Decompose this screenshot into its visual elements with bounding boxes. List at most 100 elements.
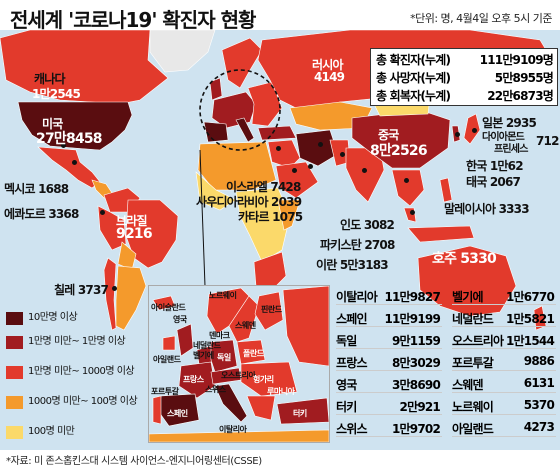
inset-france [178, 361, 216, 399]
inset-italy [214, 383, 248, 423]
japan-dot [472, 128, 477, 133]
label-chile: 칠레 3737 [54, 283, 109, 297]
west-europe-shape [211, 91, 257, 129]
inset-label-norway: 노르웨이 [209, 291, 237, 300]
inset-label-denmark: 덴마크 [209, 331, 230, 340]
legend-label: 10만명 이상 [28, 312, 78, 323]
argentina-shape [115, 265, 147, 331]
table-row: 독일 9만1159 [336, 330, 442, 349]
legend-swatch [6, 396, 23, 409]
europe-inset-map: 아이슬란드 노르웨이 핀란드 스웨덴 영국 덴마크 네덜란드 벨기에 아일랜드 … [148, 285, 330, 443]
malaysia-dot [410, 210, 415, 215]
chile-dot [112, 286, 117, 291]
inset-label-belgium: 벨기에 [193, 351, 214, 360]
label-usa-value: 27만8458 [36, 131, 103, 147]
europe-inset-svg [149, 286, 329, 442]
table-country: 스위스 [336, 422, 368, 436]
table-row: 포르투갈 9886 [452, 352, 556, 371]
inset-portugal [152, 395, 162, 425]
sea-shape [391, 169, 425, 207]
qatar-dot [308, 164, 313, 169]
table-row: 영국 3만8690 [336, 374, 442, 393]
table-row: 스웨덴 6131 [452, 374, 556, 393]
inset-poland [236, 339, 266, 365]
legend-label: 1만명 미만~ 1만명 이상 [28, 336, 126, 347]
thailand-dot [404, 178, 409, 183]
table-row: 노르웨이 5370 [452, 396, 556, 415]
inset-label-italy: 이탈리아 [219, 425, 247, 434]
table-country: 스페인 [336, 312, 368, 326]
table-row: 프랑스 8만3029 [336, 352, 442, 371]
table-value: 9886 [523, 354, 555, 368]
table-row: 스페인 11만9199 [336, 308, 442, 327]
inset-africa [149, 429, 329, 442]
label-usa: 미국 [42, 117, 63, 131]
label-pakistan: 파키스탄 2708 [320, 238, 395, 252]
table-country: 오스트리아 [452, 334, 504, 348]
inset-label-romania: 루마니아 [267, 387, 295, 396]
table-value: 8만3029 [392, 356, 441, 370]
table-row: 터키 2만921 [336, 396, 442, 415]
legend-swatch [6, 312, 23, 325]
table-country: 노르웨이 [452, 400, 494, 414]
table-country: 스웨덴 [452, 378, 484, 392]
indonesia-shape [407, 225, 475, 243]
label-iran: 이란 5만3183 [316, 258, 389, 272]
label-australia: 호주 5330 [432, 251, 497, 267]
inset-germany [210, 339, 238, 373]
table-value: 11만9827 [384, 290, 440, 304]
inset-label-hungary: 헝가리 [253, 375, 274, 384]
table-country: 포르투갈 [452, 356, 494, 370]
inset-label-sweden: 스웨덴 [235, 321, 256, 330]
label-china-value: 8만2526 [370, 143, 428, 159]
israel-dot [276, 146, 281, 151]
table-row: 오스트리아 1만1544 [452, 330, 556, 349]
summary-row-recovered: 총 회복자(누계) 22만6873명 [376, 86, 554, 104]
summary-value: 22만6873명 [487, 89, 554, 103]
chile-shape [103, 257, 117, 331]
inset-turkey [276, 397, 329, 425]
legend-swatch [6, 426, 23, 439]
saudi-dot [292, 168, 297, 173]
table-value: 2만921 [399, 400, 441, 414]
inset-sweden [228, 295, 260, 343]
table-row: 아일랜드 4273 [452, 418, 556, 437]
table-value: 1만5821 [506, 312, 555, 326]
inset-label-poland: 폴란드 [243, 349, 264, 358]
table-country: 터키 [336, 400, 357, 414]
table-country: 네덜란드 [452, 312, 494, 326]
inset-label-portugal: 포르투갈 [151, 387, 179, 396]
legend-label: 1000명 미만~ 100명 이상 [28, 396, 138, 407]
legend: 10만명 이상 1만명 미만~ 1만명 이상 1만명 미만~ 1000명 이상 … [4, 312, 138, 452]
table-country: 영국 [336, 378, 357, 392]
label-brazil: 브라질 [116, 214, 148, 228]
mexico-dot [72, 160, 77, 165]
label-israel: 이스라엘 7428 [226, 180, 301, 194]
label-japan: 일본 2935 [482, 116, 537, 130]
north-africa-shape [197, 141, 277, 191]
label-russia-value: 4149 [314, 70, 345, 84]
label-ecuador: 에콰도르 3368 [4, 207, 79, 221]
inset-label-spain: 스페인 [167, 409, 188, 418]
china-shape [351, 109, 451, 169]
label-china: 중국 [378, 128, 399, 142]
table-value: 1만6770 [506, 290, 555, 304]
table-value: 4273 [523, 420, 555, 434]
uk-shape [209, 77, 223, 101]
label-qatar: 카타르 1075 [238, 210, 303, 224]
label-canada: 캐나다 [34, 72, 66, 86]
summary-label: 총 확진자(누계) [376, 53, 451, 67]
east-africa-shape [277, 199, 301, 231]
legend-label: 1만명 미만~ 1000명 이상 [28, 366, 135, 377]
table-row: 이탈리아 11만9827 [336, 286, 442, 305]
south-africa-shape [253, 251, 287, 293]
ecuador-dot [100, 210, 105, 215]
inset-label-iceland: 아이슬란드 [151, 303, 186, 312]
inset-east [240, 361, 298, 397]
summary-label: 총 사망자(누계) [376, 71, 451, 85]
label-malaysia: 말레이시아 3333 [444, 202, 530, 216]
source-note: *자료: 미 존스홉킨스대 시스템 사이언스-엔지니어링센터(CSSE) [6, 456, 262, 467]
label-canada-value: 1만2545 [32, 87, 81, 101]
table-value: 11만9199 [384, 312, 440, 326]
